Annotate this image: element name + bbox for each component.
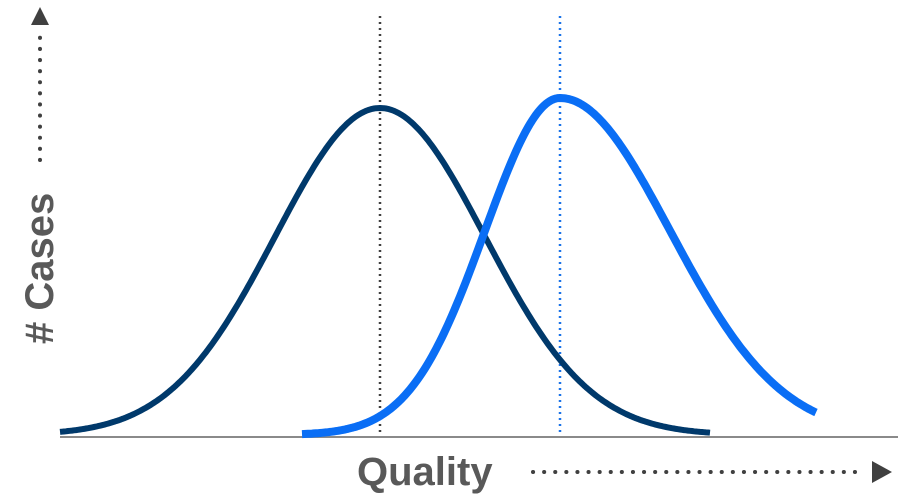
y-axis-arrowhead-icon <box>31 7 49 25</box>
y-axis-label: # Cases <box>18 193 62 344</box>
distribution-curve-dark <box>59 105 711 436</box>
x-axis-arrowhead-icon <box>872 461 892 483</box>
distribution-curve-blue <box>300 94 818 439</box>
x-axis-label: Quality <box>357 450 493 494</box>
